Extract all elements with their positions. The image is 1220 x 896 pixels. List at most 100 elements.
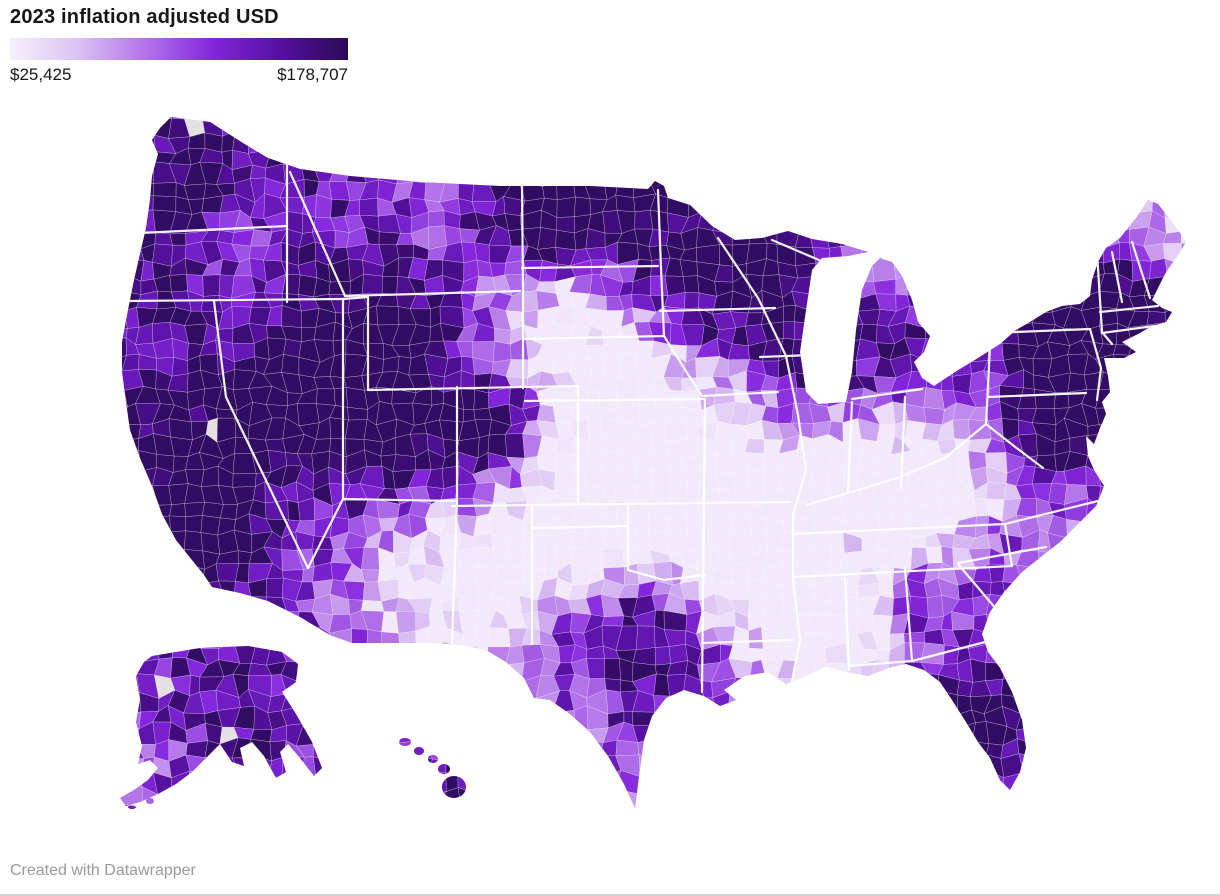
county[interactable] <box>552 757 577 773</box>
county[interactable] <box>791 133 817 154</box>
county[interactable] <box>248 385 273 405</box>
county[interactable] <box>687 773 705 791</box>
county[interactable] <box>764 854 781 874</box>
county[interactable] <box>553 822 575 834</box>
county[interactable] <box>777 135 795 153</box>
county[interactable] <box>634 209 654 230</box>
county[interactable] <box>919 723 942 746</box>
county[interactable] <box>985 179 1005 200</box>
county[interactable] <box>398 630 417 650</box>
county[interactable] <box>968 341 990 363</box>
county[interactable] <box>893 547 913 571</box>
county[interactable] <box>1100 660 1121 682</box>
county[interactable] <box>729 579 750 601</box>
county[interactable] <box>314 321 336 342</box>
county[interactable] <box>958 145 974 170</box>
county[interactable] <box>122 551 139 570</box>
county[interactable] <box>791 339 814 356</box>
county[interactable] <box>95 361 113 376</box>
county[interactable] <box>157 577 176 603</box>
county[interactable] <box>379 818 399 838</box>
county[interactable] <box>250 738 272 762</box>
county[interactable] <box>570 562 591 585</box>
county[interactable] <box>123 728 140 745</box>
county[interactable] <box>104 708 127 730</box>
county[interactable] <box>136 743 156 759</box>
county[interactable] <box>974 805 993 825</box>
county[interactable] <box>1193 850 1209 874</box>
county[interactable] <box>1193 514 1213 536</box>
county[interactable] <box>1034 627 1052 651</box>
county[interactable] <box>135 183 154 197</box>
county[interactable] <box>487 646 511 667</box>
county[interactable] <box>808 738 833 763</box>
county[interactable] <box>231 99 253 122</box>
county[interactable] <box>1050 627 1066 651</box>
county[interactable] <box>876 851 895 871</box>
county[interactable] <box>375 386 393 405</box>
county[interactable] <box>167 805 190 820</box>
county[interactable] <box>697 741 719 762</box>
county[interactable] <box>393 646 417 664</box>
county[interactable] <box>200 532 221 555</box>
county[interactable] <box>1112 598 1133 612</box>
county[interactable] <box>1182 788 1198 810</box>
county[interactable] <box>92 133 111 152</box>
county[interactable] <box>380 742 400 762</box>
county[interactable] <box>1127 310 1150 329</box>
county[interactable] <box>569 146 592 168</box>
county[interactable] <box>903 803 924 826</box>
county[interactable] <box>1085 577 1103 596</box>
county[interactable] <box>110 194 126 216</box>
county[interactable] <box>954 180 975 200</box>
county[interactable] <box>632 711 656 726</box>
county[interactable] <box>1002 275 1019 298</box>
county[interactable] <box>839 130 862 154</box>
county[interactable] <box>313 852 335 867</box>
county[interactable] <box>1001 101 1019 116</box>
county[interactable] <box>1183 769 1196 791</box>
county[interactable] <box>664 788 689 809</box>
county[interactable] <box>151 562 173 586</box>
county[interactable] <box>396 710 416 729</box>
county[interactable] <box>1021 595 1035 619</box>
county[interactable] <box>990 164 1007 184</box>
county[interactable] <box>110 227 128 243</box>
county[interactable] <box>1083 100 1101 122</box>
county[interactable] <box>1131 625 1149 647</box>
county[interactable] <box>969 225 988 245</box>
county[interactable] <box>1128 705 1150 724</box>
county[interactable] <box>472 114 492 137</box>
county[interactable] <box>809 195 833 218</box>
county[interactable] <box>1019 837 1036 853</box>
county[interactable] <box>379 838 393 856</box>
county[interactable] <box>861 834 877 857</box>
county[interactable] <box>505 565 526 585</box>
county[interactable] <box>793 708 816 730</box>
county[interactable] <box>570 770 591 792</box>
county[interactable] <box>1085 737 1104 762</box>
county[interactable] <box>1065 577 1087 595</box>
county[interactable] <box>1111 196 1134 217</box>
county[interactable] <box>332 117 350 137</box>
county[interactable] <box>381 275 399 296</box>
county[interactable] <box>1112 705 1133 730</box>
county[interactable] <box>364 754 382 776</box>
county[interactable] <box>1181 583 1195 596</box>
county[interactable] <box>407 791 428 809</box>
county[interactable] <box>823 115 848 133</box>
county[interactable] <box>298 100 321 122</box>
county[interactable] <box>204 740 221 758</box>
county[interactable] <box>809 852 830 873</box>
county[interactable] <box>1195 99 1216 123</box>
county[interactable] <box>184 530 204 552</box>
county[interactable] <box>845 104 861 121</box>
county[interactable] <box>537 535 560 548</box>
county[interactable] <box>1015 643 1039 661</box>
county[interactable] <box>839 721 863 744</box>
county[interactable] <box>1084 754 1098 778</box>
county[interactable] <box>604 841 622 854</box>
county[interactable] <box>680 324 705 346</box>
county[interactable] <box>1208 664 1220 682</box>
county[interactable] <box>1199 162 1211 185</box>
